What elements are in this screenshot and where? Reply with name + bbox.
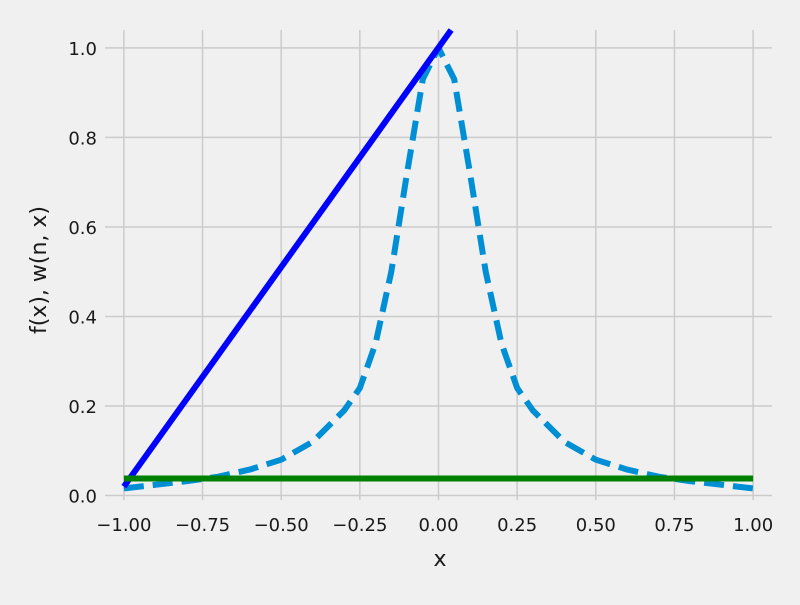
y-axis-label: f(x), w(n, x) — [27, 206, 52, 334]
tick-labels: −1.00 −0.75 −0.50 −0.25 0.00 0.25 0.50 0.75 1.00… — [68, 39, 773, 536]
x-tick-label: 1.00 — [733, 515, 773, 536]
y-tick-label: 1.0 — [68, 39, 97, 60]
series-line-2 — [121, 28, 454, 489]
x-tick-label: 0.25 — [497, 515, 537, 536]
y-tick-label: 0.8 — [68, 128, 97, 149]
x-tick-label: −1.00 — [96, 515, 151, 536]
plot-area — [121, 28, 754, 492]
grid — [105, 30, 772, 500]
y-tick-label: 0.4 — [68, 307, 97, 328]
x-tick-label: 0.50 — [576, 515, 616, 536]
y-tick-label: 0.2 — [68, 397, 97, 418]
y-tick-label: 0.0 — [68, 487, 97, 508]
x-axis-label: x — [433, 547, 446, 572]
x-tick-label: 0.00 — [418, 515, 458, 536]
x-tick-label: −0.50 — [254, 515, 309, 536]
x-tick-label: 0.75 — [654, 515, 694, 536]
x-tick-label: −0.75 — [175, 515, 230, 536]
x-tick-label: −0.25 — [332, 515, 387, 536]
y-tick-label: 0.6 — [68, 218, 97, 239]
